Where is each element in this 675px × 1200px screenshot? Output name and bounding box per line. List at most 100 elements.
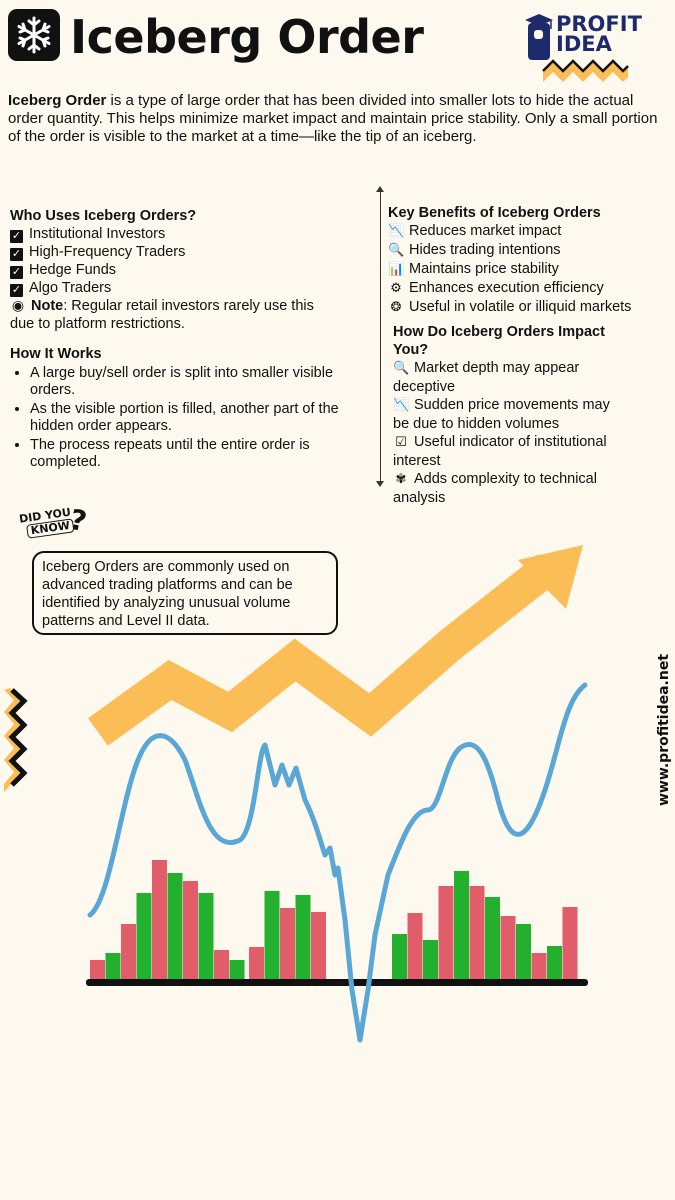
arrow-down-icon (376, 481, 384, 487)
note: ◉ Note: Regular retail investors rarely u… (10, 297, 375, 315)
list-item: ✓ Algo Traders (10, 279, 375, 297)
note-text-1: : Regular retail investors rarely use th… (63, 298, 314, 314)
volume-bar (516, 924, 531, 980)
list-item: ✓ Hedge Funds (10, 261, 375, 279)
logo-text-profit: PROFIT (556, 12, 642, 36)
volume-bar (214, 950, 229, 980)
who-uses-section: Who Uses Iceberg Orders? ✓ Institutional … (10, 207, 375, 333)
volume-bar (183, 881, 198, 980)
volume-bar (90, 960, 105, 980)
list-item: ❂ Useful in volatile or illiquid markets (388, 298, 673, 317)
volume-bar (547, 946, 562, 980)
list-item-label: High-Frequency Traders (29, 244, 186, 260)
chart-baseline (86, 979, 588, 986)
chart-down-icon: 📉 (388, 224, 405, 239)
list-item-cont: deceptive (393, 379, 456, 395)
brain-icon: ❂ (390, 300, 402, 315)
list-item: 📊 Maintains price stability (388, 260, 673, 279)
list-item-cont: interest (393, 453, 441, 469)
how-it-works-heading: How It Works (10, 346, 102, 362)
page-title: Iceberg Order (70, 10, 424, 64)
benefits-heading: Key Benefits of Iceberg Orders (388, 205, 601, 221)
volume-bar (136, 893, 152, 980)
chart-down-icon: 📉 (393, 398, 410, 413)
volume-bar (469, 886, 485, 980)
list-item-label: Sudden price movements may (414, 397, 610, 413)
checkbox-icon: ✓ (10, 248, 23, 261)
volume-bar (531, 953, 547, 980)
list-item: A large buy/sell order is split into sma… (30, 365, 365, 399)
volume-bar (562, 907, 578, 980)
volume-bar (229, 960, 245, 980)
list-item-label: Maintains price stability (409, 261, 559, 277)
volume-bar (167, 873, 183, 980)
how-it-works-list: A large buy/sell order is split into sma… (10, 365, 365, 471)
list-item: As the visible portion is filled, anothe… (30, 401, 365, 435)
yellow-trend-arrow (88, 545, 583, 746)
list-item: 🔍 Market depth may appear (393, 359, 673, 378)
list-item-label: Algo Traders (29, 280, 112, 296)
volume-bar (280, 908, 295, 980)
blue-price-line (87, 682, 588, 1043)
list-item-label: Enhances execution efficiency (409, 280, 604, 296)
intro-text: is a type of large order that has been d… (8, 92, 658, 145)
benefits-section: Key Benefits of Iceberg Orders 📉 Reduces … (388, 204, 673, 317)
list-item-label: Useful indicator of institutional (414, 434, 607, 450)
volume-bar (311, 912, 326, 980)
list-item-label: Hides trading intentions (409, 242, 561, 258)
check-chart-icon: ☑ (395, 435, 407, 450)
volume-bar (264, 891, 280, 980)
checkbox-icon: ✓ (10, 284, 23, 297)
list-item-label: Institutional Investors (29, 226, 166, 242)
volume-bar (105, 953, 121, 980)
list-item-cont: analysis (393, 490, 446, 506)
list-item: ✓ High-Frequency Traders (10, 243, 375, 261)
volume-bar (423, 940, 438, 980)
magnifier-icon: 🔍 (388, 243, 405, 258)
list-item: The process repeats until the entire ord… (30, 437, 365, 471)
checkbox-icon: ✓ (10, 230, 23, 243)
checkbox-icon: ✓ (10, 266, 23, 279)
volume-bar (121, 924, 136, 980)
impact-heading-2: You? (393, 342, 429, 358)
profit-idea-logo: PROFIT IDEA (520, 10, 665, 90)
list-item: 📉 Reduces market impact (388, 222, 673, 241)
magnifier-icon: 🔍 (393, 361, 410, 376)
bar-chart-icon: 📊 (388, 262, 405, 277)
list-item: ⚙ Enhances execution efficiency (388, 279, 673, 298)
did-you-know-text: Iceberg Orders are commonly used on adva… (32, 551, 338, 635)
intro-term: Iceberg Order (8, 92, 107, 109)
column-divider (380, 190, 381, 485)
volume-bar (407, 913, 423, 980)
list-item-label: Reduces market impact (409, 223, 562, 239)
impact-section: How Do Iceberg Orders Impact You? 🔍 Marke… (393, 323, 673, 507)
volume-bars (90, 860, 578, 980)
list-item: ☑ Useful indicator of institutional (393, 433, 673, 452)
record-dot-icon: ◉ (11, 298, 25, 314)
list-item-label: Adds complexity to technical (414, 471, 597, 487)
volume-bar (392, 934, 407, 980)
website-url[interactable]: www.profitidea.net (656, 653, 672, 807)
note-label: Note (31, 298, 64, 314)
volume-bar (249, 947, 264, 980)
volume-bar (295, 895, 311, 980)
note-text-2: due to platform restrictions. (10, 316, 185, 332)
impact-heading-1: How Do Iceberg Orders Impact (393, 324, 605, 340)
who-uses-heading: Who Uses Iceberg Orders? (10, 208, 197, 224)
how-it-works-section: How It Works A large buy/sell order is s… (10, 345, 365, 473)
list-item-label: Hedge Funds (29, 262, 117, 278)
gear-icon: ⚙ (390, 281, 402, 296)
list-item: 🔍 Hides trading intentions (388, 241, 673, 260)
volume-bar (454, 871, 469, 980)
list-item: 📉 Sudden price movements may (393, 396, 673, 415)
logo-text-idea: IDEA (556, 32, 612, 56)
list-item: ✓ Institutional Investors (10, 225, 375, 243)
volume-bar (500, 916, 516, 980)
list-item: ✾ Adds complexity to technical (393, 470, 673, 489)
list-item-cont: be due to hidden volumes (393, 416, 560, 432)
market-illustration (4, 545, 588, 1043)
snowflake-icon (8, 9, 60, 61)
volume-bar (438, 886, 454, 980)
list-item-label: Useful in volatile or illiquid markets (409, 299, 632, 315)
volume-bar (198, 893, 214, 980)
